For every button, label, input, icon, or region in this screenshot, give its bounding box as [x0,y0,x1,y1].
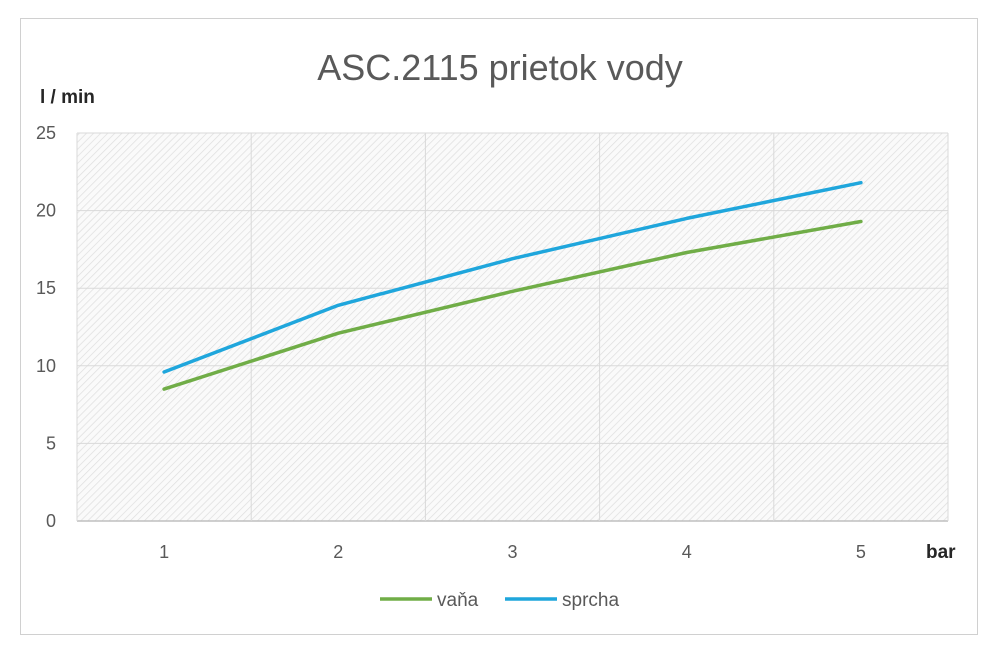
y-tick-label: 15 [36,278,56,298]
x-axis-label: bar [926,542,956,563]
y-tick-labels: 0 5 10 15 20 25 [36,123,56,531]
series-lines [162,180,863,391]
legend-label: vaňa [437,590,479,611]
series-line [162,180,863,374]
y-tick-label: 10 [36,356,56,376]
y-tick-label: 25 [36,123,56,143]
y-tick-label: 5 [46,433,56,453]
y-axis-label: l / min [40,87,95,108]
gridlines [76,132,949,522]
x-tick-label: 3 [507,542,517,562]
chart-title: ASC.2115 prietok vody [317,47,683,88]
x-tick-label: 5 [856,542,866,562]
y-tick-label: 20 [36,201,56,221]
legend: vaňa sprcha [380,590,619,611]
legend-label: sprcha [562,590,619,611]
x-tick-labels: 1 2 3 4 5 [159,542,866,562]
series-line [162,219,863,391]
x-tick-label: 4 [682,542,692,562]
x-tick-label: 2 [333,542,343,562]
x-tick-label: 1 [159,542,169,562]
plot-area [77,133,948,521]
y-tick-label: 0 [46,511,56,531]
